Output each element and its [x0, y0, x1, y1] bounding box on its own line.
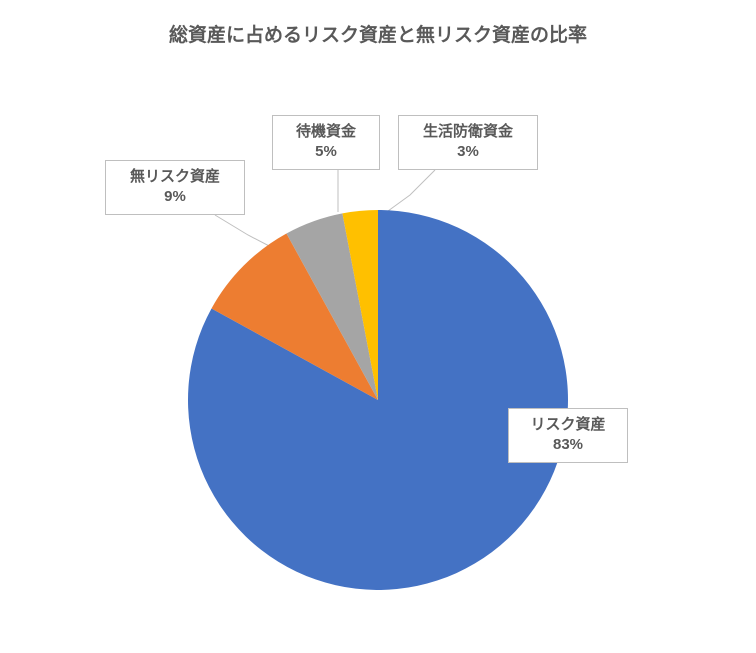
pie-chart-container: 総資産に占めるリスク資産と無リスク資産の比率 リスク資産 83% 無リスク資産 …: [0, 0, 756, 653]
callout-label: 生活防衛資金: [405, 122, 531, 142]
callout-value: 5%: [279, 142, 373, 162]
callout-value: 3%: [405, 142, 531, 162]
callout-value: 9%: [112, 187, 238, 207]
callout-value: 83%: [515, 435, 621, 455]
callout-emergency-funds: 生活防衛資金 3%: [398, 115, 538, 170]
callout-label: 無リスク資産: [112, 167, 238, 187]
callout-risk-assets: リスク資産 83%: [508, 408, 628, 463]
pie-chart: [0, 0, 756, 653]
callout-label: リスク資産: [515, 415, 621, 435]
callout-label: 待機資金: [279, 122, 373, 142]
callout-standby-funds: 待機資金 5%: [272, 115, 380, 170]
callout-no-risk-assets: 無リスク資産 9%: [105, 160, 245, 215]
